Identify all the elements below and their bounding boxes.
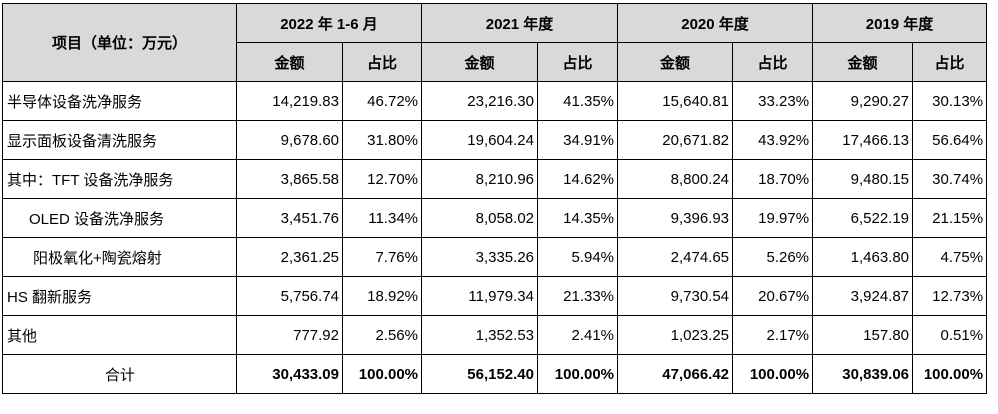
table-row: 阳极氧化+陶瓷熔射 2,361.25 7.76% 3,335.26 5.94% …: [2, 237, 988, 277]
amount-cell: 23,216.30: [421, 81, 538, 121]
share-cell: 100.00%: [536, 354, 619, 394]
share-cell: 20.67%: [732, 276, 814, 316]
share-cell: 21.15%: [912, 198, 988, 238]
amount-cell: 8,058.02: [421, 198, 538, 238]
table-row: 半导体设备洗净服务 14,219.83 46.72% 23,216.30 41.…: [2, 81, 988, 121]
amount-cell: 9,480.15: [812, 159, 914, 199]
table-body: 半导体设备洗净服务 14,219.83 46.72% 23,216.30 41.…: [2, 81, 988, 394]
share-cell: 56.64%: [912, 120, 988, 160]
amount-cell: 2,361.25: [236, 237, 343, 277]
share-cell: 5.94%: [536, 237, 619, 277]
share-cell: 11.34%: [342, 198, 422, 238]
share-cell: 46.72%: [342, 81, 422, 121]
share-cell: 41.35%: [536, 81, 619, 121]
table-row: 显示面板设备清洗服务 9,678.60 31.80% 19,604.24 34.…: [2, 120, 988, 160]
row-label: OLED 设备洗净服务: [2, 198, 237, 238]
row-label: HS 翻新服务: [2, 276, 237, 316]
share-cell: 19.97%: [732, 198, 814, 238]
table-row: 其中：TFT 设备洗净服务 3,865.58 12.70% 8,210.96 1…: [2, 159, 988, 199]
amount-cell: 17,466.13: [812, 120, 914, 160]
amount-cell: 30,433.09: [236, 354, 343, 394]
share-cell: 21.33%: [536, 276, 619, 316]
share-cell: 30.13%: [912, 81, 988, 121]
share-cell: 100.00%: [342, 354, 422, 394]
amount-cell: 3,335.26: [421, 237, 538, 277]
share-cell: 2.17%: [732, 315, 814, 355]
share-header: 占比: [912, 42, 988, 82]
amount-cell: 20,671.82: [617, 120, 734, 160]
table-row: OLED 设备洗净服务 3,451.76 11.34% 8,058.02 14.…: [2, 198, 988, 238]
period-header: 2019 年度: [812, 3, 988, 43]
amount-cell: 19,604.24: [421, 120, 538, 160]
share-header: 占比: [342, 42, 422, 82]
revenue-table-container: 项目（单位：万元） 2022 年 1-6 月 2021 年度 2020 年度 2…: [2, 3, 988, 394]
table-row: HS 翻新服务 5,756.74 18.92% 11,979.34 21.33%…: [2, 276, 988, 316]
amount-cell: 3,924.87: [812, 276, 914, 316]
share-cell: 12.73%: [912, 276, 988, 316]
row-label: 阳极氧化+陶瓷熔射: [2, 237, 237, 277]
share-header: 占比: [732, 42, 814, 82]
share-cell: 0.51%: [912, 315, 988, 355]
share-cell: 33.23%: [732, 81, 814, 121]
share-cell: 43.92%: [732, 120, 814, 160]
amount-cell: 1,463.80: [812, 237, 914, 277]
amount-cell: 3,451.76: [236, 198, 343, 238]
share-cell: 4.75%: [912, 237, 988, 277]
amount-cell: 30,839.06: [812, 354, 914, 394]
amount-cell: 8,210.96: [421, 159, 538, 199]
corner-header: 项目（单位：万元）: [2, 3, 237, 82]
amount-cell: 2,474.65: [617, 237, 734, 277]
amount-cell: 3,865.58: [236, 159, 343, 199]
amount-cell: 6,522.19: [812, 198, 914, 238]
amount-cell: 47,066.42: [617, 354, 734, 394]
period-header: 2021 年度: [420, 3, 619, 43]
share-cell: 18.70%: [732, 159, 814, 199]
share-cell: 5.26%: [732, 237, 814, 277]
amount-cell: 157.80: [812, 315, 914, 355]
share-header: 占比: [536, 42, 619, 82]
share-cell: 7.76%: [342, 237, 422, 277]
total-label: 合计: [2, 354, 237, 394]
amount-cell: 56,152.40: [421, 354, 538, 394]
total-row: 合计 30,433.09 100.00% 56,152.40 100.00% 4…: [2, 354, 988, 394]
amount-cell: 9,290.27: [812, 81, 914, 121]
revenue-breakdown-table: 项目（单位：万元） 2022 年 1-6 月 2021 年度 2020 年度 2…: [2, 3, 988, 394]
table-header: 项目（单位：万元） 2022 年 1-6 月 2021 年度 2020 年度 2…: [2, 3, 988, 82]
amount-cell: 9,730.54: [617, 276, 734, 316]
share-cell: 100.00%: [912, 354, 988, 394]
amount-header: 金额: [421, 42, 538, 82]
period-header: 2022 年 1-6 月: [236, 3, 422, 43]
share-cell: 14.35%: [536, 198, 619, 238]
amount-header: 金额: [617, 42, 734, 82]
amount-cell: 5,756.74: [236, 276, 343, 316]
amount-header: 金额: [812, 42, 914, 82]
amount-cell: 777.92: [236, 315, 343, 355]
share-cell: 12.70%: [342, 159, 422, 199]
row-label: 其他: [2, 315, 237, 355]
amount-cell: 9,396.93: [617, 198, 734, 238]
header-row-periods: 项目（单位：万元） 2022 年 1-6 月 2021 年度 2020 年度 2…: [2, 3, 988, 82]
share-cell: 34.91%: [536, 120, 619, 160]
share-cell: 100.00%: [732, 354, 814, 394]
share-cell: 18.92%: [342, 276, 422, 316]
period-header: 2020 年度: [617, 3, 814, 43]
share-cell: 2.56%: [342, 315, 422, 355]
amount-cell: 1,352.53: [421, 315, 538, 355]
share-cell: 31.80%: [342, 120, 422, 160]
share-cell: 2.41%: [536, 315, 619, 355]
share-cell: 14.62%: [536, 159, 619, 199]
amount-cell: 9,678.60: [236, 120, 343, 160]
row-label: 其中：TFT 设备洗净服务: [2, 159, 237, 199]
amount-cell: 14,219.83: [236, 81, 343, 121]
header-row-subcolumns: 金额 占比 金额 占比 金额 占比 金额 占比: [3, 42, 988, 82]
row-label: 显示面板设备清洗服务: [2, 120, 237, 160]
amount-cell: 15,640.81: [617, 81, 734, 121]
amount-cell: 8,800.24: [617, 159, 734, 199]
amount-header: 金额: [236, 42, 343, 82]
amount-cell: 1,023.25: [617, 315, 734, 355]
share-cell: 30.74%: [912, 159, 988, 199]
row-label: 半导体设备洗净服务: [2, 81, 237, 121]
amount-cell: 11,979.34: [421, 276, 538, 316]
table-row: 其他 777.92 2.56% 1,352.53 2.41% 1,023.25 …: [2, 315, 988, 355]
